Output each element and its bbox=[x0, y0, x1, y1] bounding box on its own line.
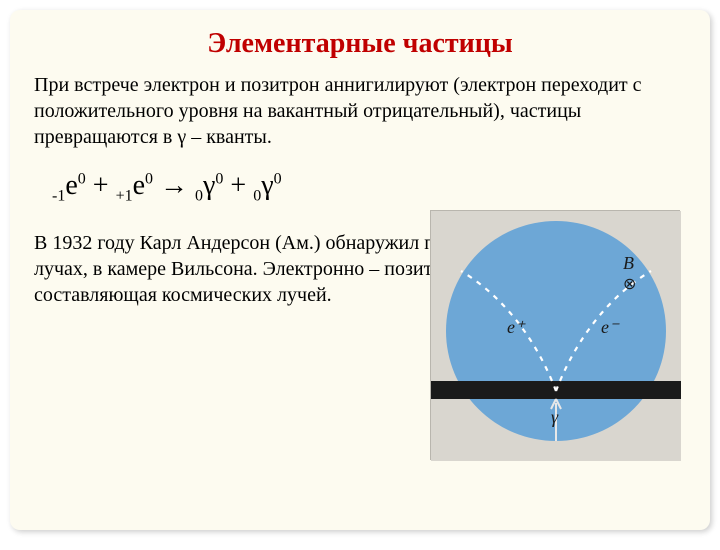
slide-title: Элементарные частицы bbox=[34, 28, 686, 60]
eq-sup: 0 bbox=[78, 171, 86, 188]
paragraph-1: При встрече электрон и позитрон аннигили… bbox=[34, 72, 686, 150]
eq-base: e bbox=[133, 170, 145, 201]
label-otimes: ⊗ bbox=[623, 276, 636, 293]
pair-production-figure: B⃗ ⊗ e⁺ e⁻ γ bbox=[430, 210, 680, 460]
eq-op: → bbox=[153, 170, 195, 201]
label-gamma: γ bbox=[551, 407, 559, 427]
eq-base: γ bbox=[261, 170, 273, 201]
label-B: B⃗ bbox=[623, 253, 648, 273]
eq-sup: 0 bbox=[274, 171, 282, 188]
eq-op: + bbox=[223, 170, 253, 201]
eq-sub: +1 bbox=[116, 188, 133, 205]
eq-sub: 0 bbox=[195, 188, 203, 205]
eq-op: + bbox=[86, 170, 116, 201]
eq-sub: -1 bbox=[52, 188, 65, 205]
figure-svg: B⃗ ⊗ e⁺ e⁻ γ bbox=[431, 211, 681, 461]
eq-sup: 0 bbox=[145, 171, 153, 188]
slide: Элементарные частицы При встрече электро… bbox=[10, 10, 710, 530]
eq-base: e bbox=[65, 170, 77, 201]
label-eminus: e⁻ bbox=[601, 317, 620, 337]
eq-sub: 0 bbox=[253, 188, 261, 205]
annihilation-equation: -1e0 + +1e0 → 0γ0 + 0γ0 bbox=[52, 170, 686, 206]
label-eplus: e⁺ bbox=[507, 317, 526, 337]
eq-base: γ bbox=[203, 170, 215, 201]
